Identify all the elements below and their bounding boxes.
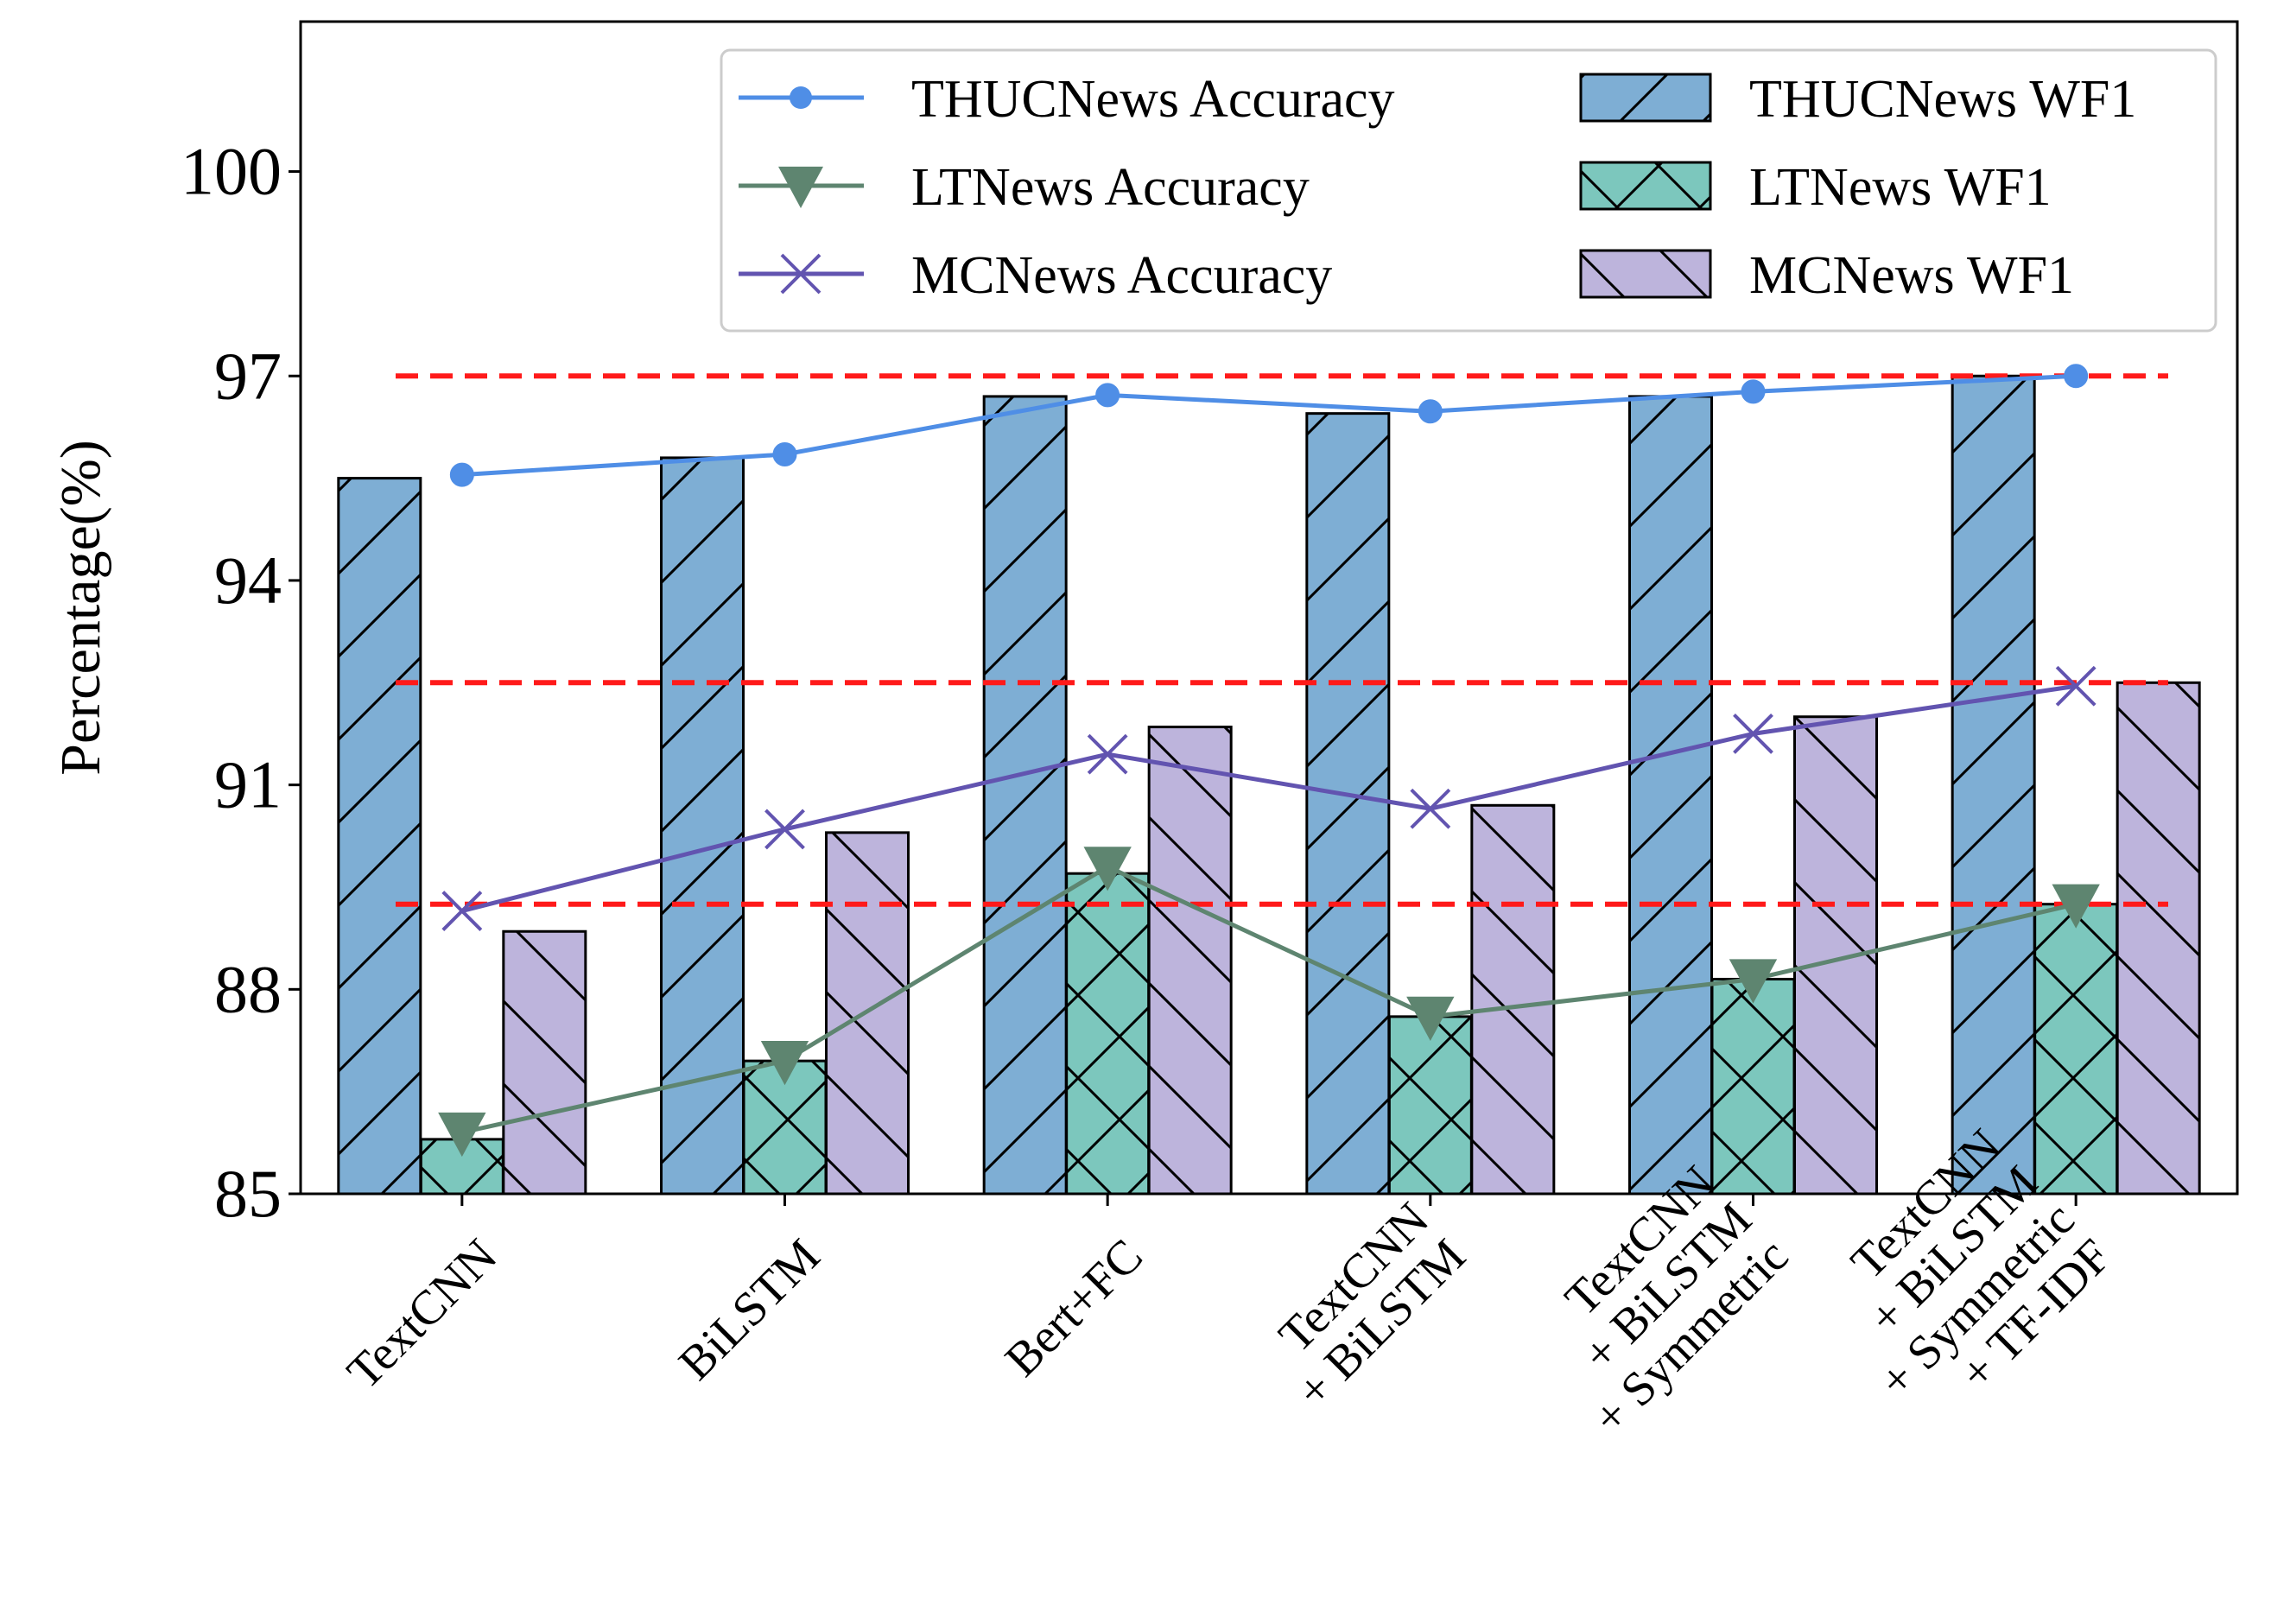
- line-thucnews-accuracy: [461, 373, 2077, 478]
- marker-mcnews-accuracy-0-stroke-b: [441, 891, 483, 931]
- marker-mcnews-accuracy-5: [2055, 665, 2097, 707]
- marker-ltnews-accuracy-0: [438, 1112, 486, 1158]
- marker-thucnews-accuracy-5: [2064, 364, 2089, 389]
- marker-thucnews-accuracy-4: [1741, 379, 1766, 404]
- plot-frame: [299, 20, 2239, 1196]
- bar-mcnews-wf1-5-hatch: [2116, 681, 2201, 1196]
- legend-swatch-hatch-ltnews-wf1: [1579, 161, 1712, 211]
- marker-mcnews-accuracy-3-stroke-b: [1410, 788, 1451, 829]
- legend-marker-mcnews-accuracy-b: [780, 253, 821, 295]
- marker-mcnews-accuracy-2-stroke-b: [1087, 733, 1128, 775]
- y-tick-label-91: 91: [214, 747, 282, 822]
- x-tick-label-1: BiLSTM: [669, 1229, 830, 1391]
- legend-label-ltnews-wf1: LTNews WF1: [1749, 158, 2052, 217]
- y-tick-label-100: 100: [181, 134, 282, 209]
- y-tick-label-88: 88: [214, 951, 282, 1026]
- bar-ltnews-wf1-4-hatch: [1710, 977, 1796, 1196]
- y-tick-label-97: 97: [214, 338, 282, 413]
- bar-thucnews-wf1-5-hatch: [1951, 374, 2036, 1196]
- marker-mcnews-accuracy-4: [1733, 714, 1773, 754]
- x-tick-label-3: TextCNN+ BiLSTM: [1269, 1192, 1476, 1418]
- bar-thucnews-wf1-4-hatch: [1628, 395, 1713, 1196]
- legend-label-mcnews-wf1: MCNews WF1: [1749, 246, 2074, 305]
- bar-thucnews-wf1-0-hatch: [337, 477, 422, 1196]
- bar-ltnews-wf1-5-hatch: [2033, 903, 2119, 1196]
- marker-mcnews-accuracy-3: [1410, 788, 1451, 829]
- y-tick-label-85: 85: [214, 1156, 282, 1231]
- bar-thucnews-wf1-3-hatch: [1305, 412, 1391, 1196]
- legend-label-thucnews-wf1: THUCNews WF1: [1749, 70, 2136, 129]
- x-tick-label-0: TextCNN: [337, 1229, 507, 1399]
- line-mcnews-accuracy: [461, 683, 2077, 914]
- legend-label-mcnews-accuracy: MCNews Accuracy: [911, 246, 1332, 305]
- bar-mcnews-wf1-2-hatch: [1147, 726, 1233, 1196]
- marker-mcnews-accuracy-5-stroke-b: [2055, 665, 2097, 707]
- legend-box: [720, 48, 2217, 333]
- marker-ltnews-accuracy-2: [1083, 847, 1132, 891]
- y-axis-label: Percentage(%): [49, 440, 112, 775]
- marker-mcnews-accuracy-1-stroke-b: [764, 809, 805, 850]
- bar-thucnews-wf1-2-hatch: [982, 395, 1068, 1196]
- marker-thucnews-accuracy-1: [772, 441, 797, 466]
- marker-ltnews-accuracy-3: [1406, 996, 1455, 1041]
- bar-mcnews-wf1-0-hatch: [502, 929, 587, 1196]
- x-tick-label-2-line-0: Bert+FC: [995, 1229, 1153, 1387]
- marker-mcnews-accuracy-0: [441, 891, 483, 931]
- bar-ltnews-wf1-2-hatch: [1065, 872, 1151, 1196]
- marker-mcnews-accuracy-2: [1087, 733, 1128, 775]
- legend-marker-thucnews-accuracy: [790, 86, 812, 109]
- bar-mcnews-wf1-1-hatch: [825, 831, 910, 1196]
- marker-thucnews-accuracy-2: [1095, 383, 1120, 408]
- x-tick-label-2: Bert+FC: [995, 1229, 1153, 1387]
- marker-ltnews-accuracy-5: [2052, 884, 2100, 929]
- legend-label-thucnews-accuracy: THUCNews Accuracy: [911, 70, 1395, 129]
- line-ltnews-accuracy: [461, 864, 2077, 1135]
- legend-marker-ltnews-accuracy: [778, 166, 823, 208]
- legend: THUCNews Accuracy LTNews Accuracy MCNews A…: [720, 48, 2217, 333]
- marker-ltnews-accuracy-1: [760, 1041, 809, 1086]
- bar-mcnews-wf1-3-hatch: [1470, 803, 1556, 1196]
- marker-ltnews-accuracy-4: [1729, 959, 1778, 1004]
- x-tick-label-4: TextCNN+ BiLSTM+ Symmetric: [1555, 1156, 1798, 1445]
- legend-label-ltnews-accuracy: LTNews Accuracy: [911, 158, 1310, 217]
- x-tick-label-0-line-0: TextCNN: [337, 1229, 507, 1399]
- marker-thucnews-accuracy-0: [449, 462, 474, 487]
- x-tick-label-1-line-0: BiLSTM: [669, 1229, 830, 1391]
- legend-swatch-hatch-mcnews-wf1: [1579, 249, 1712, 299]
- marker-mcnews-accuracy-4-stroke-b: [1733, 714, 1773, 754]
- y-tick-label-94: 94: [214, 542, 282, 618]
- legend-swatch-hatch-thucnews-wf1: [1579, 73, 1712, 123]
- marker-thucnews-accuracy-3: [1418, 399, 1443, 424]
- bar-ltnews-wf1-3-hatch: [1387, 1015, 1473, 1196]
- marker-mcnews-accuracy-1: [764, 809, 805, 850]
